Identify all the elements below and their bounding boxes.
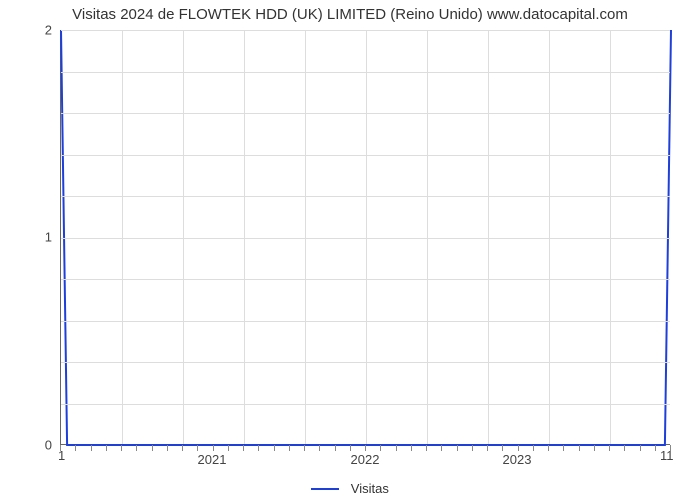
y-tick-label: 1 xyxy=(12,230,52,245)
x-minor-tick xyxy=(106,445,107,451)
x-minor-tick xyxy=(91,445,92,451)
x-minor-tick xyxy=(487,445,488,451)
grid-line-vertical xyxy=(122,30,123,444)
x-minor-tick xyxy=(319,445,320,451)
x-minor-tick xyxy=(274,445,275,451)
x-minor-tick xyxy=(152,445,153,451)
x-minor-tick xyxy=(579,445,580,451)
x-minor-tick xyxy=(289,445,290,451)
y-tick-label: 0 xyxy=(12,438,52,453)
x-minor-tick xyxy=(304,445,305,451)
x-corner-right: 11 xyxy=(660,448,674,463)
chart-title: Visitas 2024 de FLOWTEK HDD (UK) LIMITED… xyxy=(0,6,700,23)
grid-line-vertical xyxy=(366,30,367,444)
x-minor-tick xyxy=(670,445,671,451)
x-minor-tick xyxy=(365,445,366,451)
x-minor-tick xyxy=(426,445,427,451)
legend-swatch xyxy=(311,488,339,490)
grid-line-vertical xyxy=(427,30,428,444)
x-minor-tick xyxy=(441,445,442,451)
x-minor-tick xyxy=(258,445,259,451)
x-minor-tick xyxy=(502,445,503,451)
y-tick-label: 2 xyxy=(12,23,52,38)
grid-line-vertical xyxy=(305,30,306,444)
x-minor-tick xyxy=(624,445,625,451)
x-minor-tick xyxy=(518,445,519,451)
legend: Visitas xyxy=(0,480,700,496)
x-minor-tick xyxy=(213,445,214,451)
x-minor-tick xyxy=(182,445,183,451)
chart-container: Visitas 2024 de FLOWTEK HDD (UK) LIMITED… xyxy=(0,0,700,500)
grid-line-vertical xyxy=(244,30,245,444)
x-minor-tick xyxy=(533,445,534,451)
x-minor-tick xyxy=(411,445,412,451)
x-minor-tick xyxy=(228,445,229,451)
x-minor-tick xyxy=(335,445,336,451)
x-minor-tick xyxy=(609,445,610,451)
x-minor-tick xyxy=(594,445,595,451)
x-minor-tick xyxy=(197,445,198,451)
x-tick-label: 2023 xyxy=(503,452,532,467)
x-minor-tick xyxy=(548,445,549,451)
x-minor-tick xyxy=(655,445,656,451)
x-minor-tick xyxy=(60,445,61,451)
x-minor-tick xyxy=(380,445,381,451)
x-minor-tick xyxy=(75,445,76,451)
grid-line-vertical xyxy=(549,30,550,444)
legend-label: Visitas xyxy=(351,481,389,496)
x-minor-tick xyxy=(396,445,397,451)
x-minor-tick xyxy=(472,445,473,451)
grid-line-vertical xyxy=(610,30,611,444)
grid-line-vertical xyxy=(488,30,489,444)
plot-area xyxy=(60,30,670,445)
x-tick-label: 2022 xyxy=(351,452,380,467)
x-tick-label: 2021 xyxy=(198,452,227,467)
x-minor-tick xyxy=(167,445,168,451)
grid-line-vertical xyxy=(183,30,184,444)
x-minor-tick xyxy=(121,445,122,451)
x-minor-tick xyxy=(136,445,137,451)
x-minor-tick xyxy=(350,445,351,451)
x-minor-tick xyxy=(563,445,564,451)
x-minor-tick xyxy=(457,445,458,451)
x-minor-tick xyxy=(243,445,244,451)
x-minor-tick xyxy=(640,445,641,451)
